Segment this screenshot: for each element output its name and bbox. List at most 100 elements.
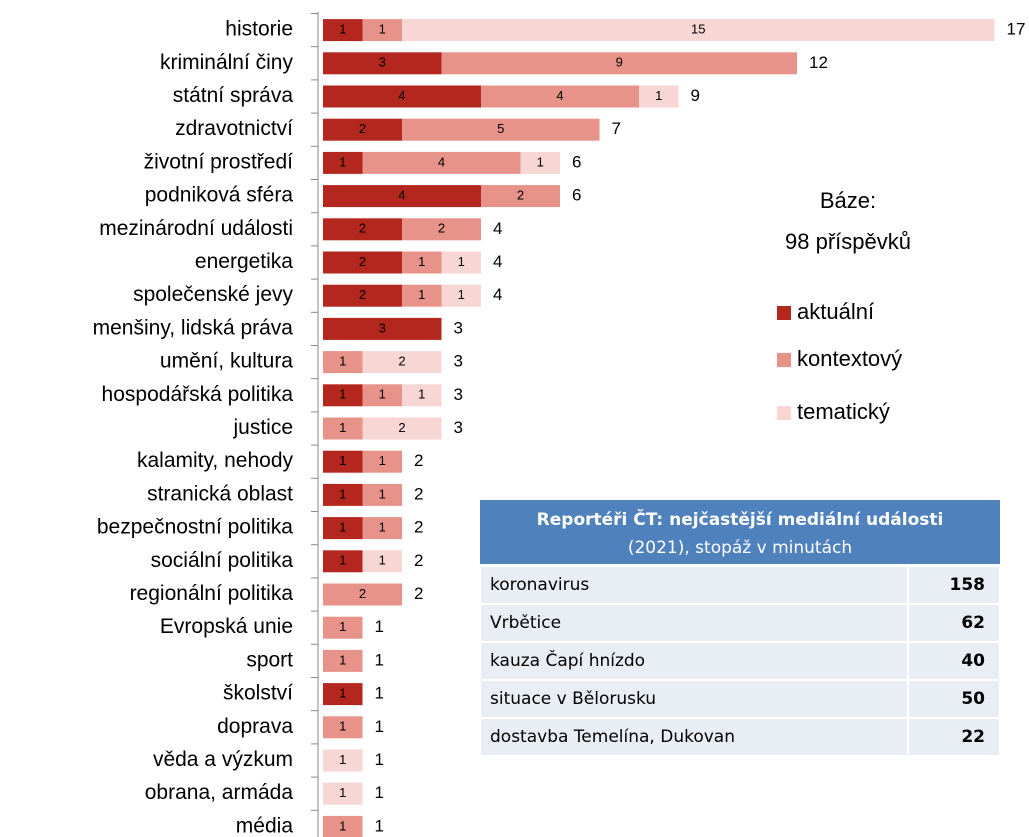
table-row	[479, 603, 1001, 643]
data-label: 1	[339, 387, 346, 402]
y-tick-label: kalamity, nehody	[137, 449, 294, 472]
total-label: 1	[375, 816, 384, 835]
bar-segment	[323, 19, 363, 42]
bar-segment	[323, 384, 363, 407]
bar-segment	[402, 118, 600, 141]
data-label: 1	[458, 287, 465, 302]
data-label: 1	[379, 486, 386, 501]
data-label: 1	[418, 387, 425, 402]
total-label: 2	[414, 518, 423, 537]
y-tick-label: menšiny, lidská práva	[93, 316, 294, 339]
annotation: Báze:	[820, 188, 876, 213]
total-label: 2	[414, 484, 423, 503]
y-tick-label: historie	[225, 18, 293, 41]
data-label: 1	[418, 254, 425, 269]
total-label: 1	[375, 617, 384, 636]
legend-swatch	[777, 306, 791, 320]
bar-segment	[323, 649, 363, 672]
y-tick-label: Evropská unie	[160, 615, 293, 638]
bar-segment	[323, 583, 402, 606]
total-label: 6	[572, 186, 581, 205]
data-label: 2	[359, 221, 366, 236]
y-tick-label: mezinárodní události	[99, 217, 293, 240]
bar-segment	[323, 550, 363, 573]
bar-segment	[362, 550, 402, 573]
total-label: 4	[493, 219, 502, 238]
data-label: 2	[359, 121, 366, 136]
table-title: Reportéři ČT: nejčastější mediální událo…	[537, 508, 944, 530]
table-cell: dostavba Temelína, Dukovan	[490, 727, 735, 747]
data-label: 1	[339, 752, 346, 767]
bar-segment	[402, 218, 481, 241]
data-label: 1	[379, 453, 386, 468]
bar-segment	[639, 85, 679, 108]
data-label: 1	[418, 287, 425, 302]
y-tick-label: sport	[246, 648, 293, 671]
table-cell: Vrbětice	[490, 613, 561, 633]
total-label: 2	[414, 551, 423, 570]
bar-segment	[441, 251, 481, 274]
y-tick-label: státní správa	[173, 84, 294, 107]
data-label: 2	[517, 188, 524, 203]
legend-label: kontextový	[797, 346, 902, 371]
total-label: 9	[691, 86, 700, 105]
bar-segment	[323, 749, 363, 772]
total-label: 1	[375, 783, 384, 802]
data-label: 1	[339, 785, 346, 800]
table-subtitle: (2021), stopáž v minutách	[628, 538, 852, 558]
annotation: 98 příspěvků	[785, 229, 911, 254]
bar-segment	[323, 52, 442, 75]
bar-segment	[323, 85, 481, 108]
bar-segment	[362, 351, 442, 374]
table-cell: kauza Čapí hnízdo	[490, 649, 645, 671]
data-label: 1	[458, 254, 465, 269]
total-label: 3	[454, 352, 463, 371]
legend-swatch	[777, 406, 791, 420]
table-row	[479, 717, 1001, 757]
bar-segment	[323, 450, 363, 473]
data-label: 1	[339, 652, 346, 667]
bar-segment	[323, 185, 481, 208]
total-label: 3	[454, 418, 463, 437]
bar-segment	[323, 716, 363, 739]
y-tick-label: zdravotnictví	[175, 117, 293, 140]
bar-segment	[323, 517, 363, 540]
bar-segment	[323, 351, 363, 374]
table-cell: koronavirus	[490, 575, 589, 595]
data-label: 1	[339, 354, 346, 369]
data-label: 1	[339, 818, 346, 833]
total-label: 1	[375, 750, 384, 769]
total-label: 2	[414, 451, 423, 470]
total-label: 4	[493, 285, 502, 304]
table-cell: 50	[961, 689, 985, 709]
y-tick-label: věda a výzkum	[153, 748, 293, 771]
data-label: 1	[655, 88, 662, 103]
bar-segment	[402, 251, 442, 274]
y-tick-label: obrana, armáda	[145, 781, 294, 804]
y-tick-label: společenské jevy	[133, 283, 293, 306]
bar-segment	[362, 517, 402, 540]
data-label: 1	[339, 553, 346, 568]
bar-segment	[323, 815, 363, 837]
y-tick-label: justice	[232, 416, 293, 439]
table-cell: 62	[961, 613, 985, 633]
total-label: 1	[375, 650, 384, 669]
data-label: 2	[359, 586, 366, 601]
y-tick-label: podniková sféra	[145, 184, 294, 207]
bar-segment	[520, 151, 560, 174]
data-label: 1	[339, 520, 346, 535]
data-label: 1	[339, 619, 346, 634]
data-label: 5	[497, 121, 504, 136]
bar-segment	[323, 118, 402, 141]
y-tick-label: doprava	[217, 715, 293, 738]
table-cell: 158	[950, 575, 986, 595]
bar-segment	[323, 284, 402, 307]
table-row	[479, 679, 1001, 719]
total-label: 17	[1007, 20, 1026, 39]
bar-segment	[362, 483, 402, 506]
table: Reportéři ČT: nejčastější mediální událo…	[480, 500, 1000, 564]
bar-segment	[441, 52, 797, 75]
data-label: 1	[537, 154, 544, 169]
data-label: 3	[379, 55, 386, 70]
